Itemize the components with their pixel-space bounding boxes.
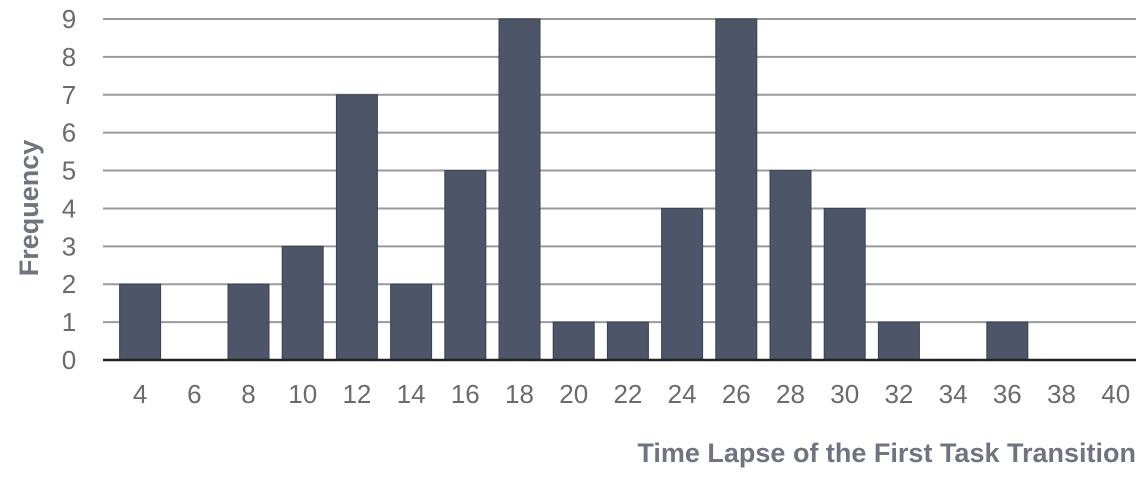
y-tick-label: 5: [62, 156, 76, 186]
bar-8: [227, 283, 270, 361]
bar-28: [769, 170, 812, 361]
bar-30: [823, 207, 866, 361]
bar-20: [552, 321, 595, 361]
x-tick-label: 30: [830, 379, 859, 409]
x-tick-label: 6: [187, 379, 201, 409]
x-tick-label: 40: [1101, 379, 1130, 409]
x-tick-label: 32: [884, 379, 913, 409]
bar-4: [119, 283, 162, 361]
y-tick-label: 3: [62, 231, 76, 261]
bar-22: [606, 321, 649, 361]
x-tick-labels: 4 6 8 10 12 14 16 18 20 22 24 26 28 30 32 34 36 38 40: [133, 379, 1130, 409]
y-tick-label: 7: [62, 80, 76, 110]
x-tick-label: 14: [397, 379, 426, 409]
bar-32: [877, 321, 920, 361]
y-tick-labels: 0 1 2 3 4 5 6 7 8 9: [62, 4, 76, 375]
x-tick-label: 16: [451, 379, 480, 409]
bar-18: [498, 18, 541, 361]
bars: [119, 18, 1029, 361]
y-axis-title: Frequency: [14, 140, 44, 277]
x-tick-label: 24: [668, 379, 697, 409]
x-tick-label: 20: [559, 379, 588, 409]
x-tick-label: 28: [776, 379, 805, 409]
y-tick-label: 1: [62, 307, 76, 337]
x-tick-label: 4: [133, 379, 147, 409]
x-tick-label: 22: [613, 379, 642, 409]
y-tick-label: 2: [62, 269, 76, 299]
y-tick-label: 9: [62, 4, 76, 34]
bar-10: [281, 245, 324, 361]
y-tick-label: 6: [62, 118, 76, 148]
x-tick-label: 26: [722, 379, 751, 409]
bar-24: [661, 207, 704, 361]
x-tick-label: 36: [993, 379, 1022, 409]
bar-14: [390, 283, 433, 361]
x-axis-title: Time Lapse of the First Task Transition: [637, 438, 1136, 468]
bar-16: [444, 170, 487, 361]
y-tick-label: 0: [62, 345, 76, 375]
x-tick-label: 18: [505, 379, 534, 409]
x-tick-label: 10: [288, 379, 317, 409]
y-tick-label: 4: [62, 193, 76, 223]
x-tick-label: 8: [241, 379, 255, 409]
bar-36: [986, 321, 1029, 361]
bar-12: [335, 94, 378, 361]
bar-26: [715, 18, 758, 361]
x-tick-label: 38: [1047, 379, 1076, 409]
x-tick-label: 12: [342, 379, 371, 409]
x-tick-label: 34: [939, 379, 968, 409]
y-tick-label: 8: [62, 42, 76, 72]
gridlines: [103, 18, 1136, 324]
